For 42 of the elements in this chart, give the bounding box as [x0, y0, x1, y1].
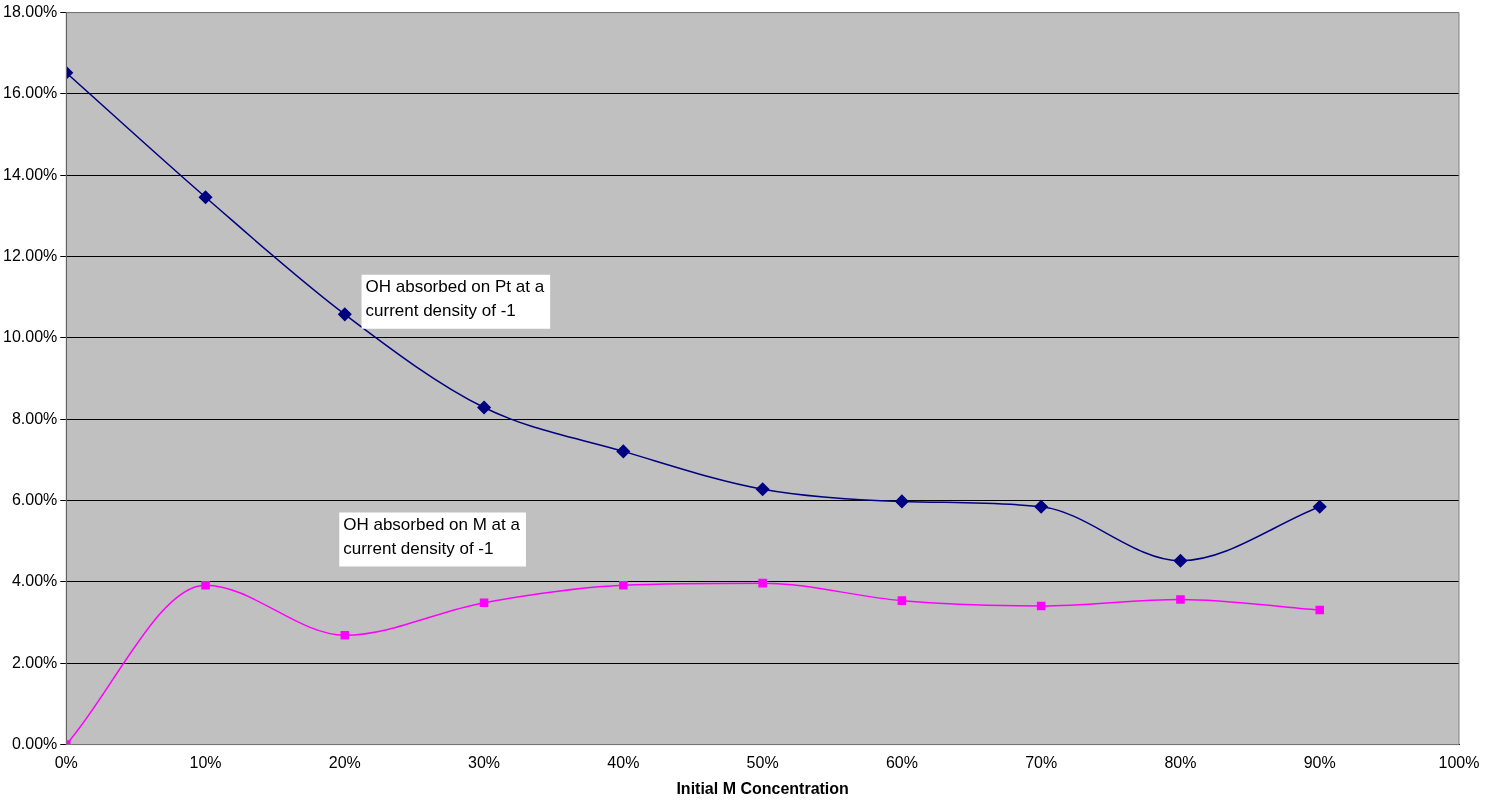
y-tick-label: 8.00% — [11, 409, 58, 427]
y-tick-label: 6.00% — [11, 491, 58, 509]
x-tick-label: 80% — [1164, 753, 1197, 771]
point — [1034, 499, 1048, 514]
y-tick-label: 18.00% — [3, 3, 58, 21]
x-tick-label: 20% — [328, 753, 361, 771]
point — [895, 494, 909, 509]
point — [340, 630, 350, 640]
y-tick-label: 2.00% — [11, 653, 58, 671]
point — [1315, 605, 1325, 615]
y-tick-label: 0.00% — [11, 735, 58, 753]
point — [477, 400, 491, 415]
point — [758, 578, 767, 588]
point — [198, 190, 213, 204]
point — [1173, 554, 1188, 568]
point — [1312, 499, 1327, 514]
annotation: OH absorbed on M at a current density of -1 — [343, 514, 521, 558]
point — [897, 596, 907, 605]
x-tick-label: 10% — [189, 753, 222, 771]
x-tick-label: 30% — [468, 753, 501, 771]
x-tick-label: 90% — [1303, 753, 1336, 771]
y-tick-label: 16.00% — [3, 84, 58, 102]
x-tick-label: 100% — [1438, 753, 1480, 771]
point — [338, 307, 352, 322]
point — [1036, 601, 1046, 611]
x-tick-label: 70% — [1025, 753, 1058, 771]
x-tick-label: 40% — [607, 753, 640, 771]
x-tick-label: 60% — [885, 753, 918, 771]
point — [201, 580, 210, 590]
point — [1176, 595, 1185, 604]
y-tick-label: 10.00% — [3, 328, 58, 346]
point — [619, 580, 628, 590]
point — [616, 444, 631, 459]
point — [755, 482, 770, 496]
x-tick-label: 50% — [746, 753, 779, 771]
x-tick-label: 0% — [54, 753, 78, 771]
point — [479, 598, 489, 607]
y-tick-label: 12.00% — [3, 247, 58, 265]
y-tick-label: 4.00% — [11, 572, 58, 590]
x-axis-title: Initial M Concentration — [676, 779, 849, 797]
annotation: OH absorbed on Pt at a current density of -1 — [365, 276, 545, 320]
y-tick-label: 14.00% — [3, 165, 58, 183]
